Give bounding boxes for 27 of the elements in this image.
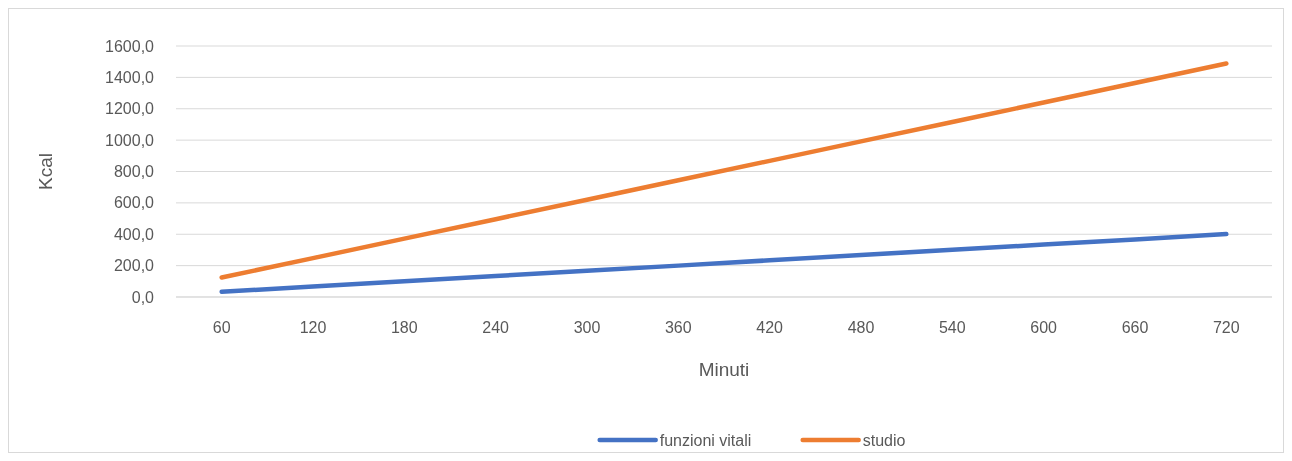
x-tick-label: 180 [390,319,418,336]
x-tick-label: 360 [664,319,692,336]
y-tick-label: 0,0 [131,288,155,306]
y-tick-label: 1400,0 [105,68,155,86]
legend-label: funzioni vitali [659,431,752,449]
x-tick-label: 240 [482,319,510,336]
y-tick-label: 1200,0 [105,100,155,118]
y-tick-label: 400,0 [113,225,155,243]
y-tick-label: 800,0 [113,163,155,181]
y-tick-label: 1000,0 [105,131,155,149]
x-tick-label: 660 [1121,319,1149,336]
x-axis-title: Minuti [698,359,750,380]
x-tick-label: 300 [573,319,601,336]
y-tick-label: 600,0 [113,194,155,212]
x-tick-label: 60 [212,319,231,336]
legend-label: studio [862,431,906,449]
line-series [219,231,1229,295]
y-axis-title: Kcal [35,153,56,190]
y-tick-label: 200,0 [113,257,155,275]
x-tick-label: 540 [938,319,966,336]
line-series [219,61,1229,280]
x-tick-label: 480 [847,319,875,336]
x-tick-label: 720 [1212,319,1240,336]
x-tick-label: 420 [756,319,784,336]
x-tick-label: 120 [299,319,327,336]
y-tick-label: 1600,0 [105,37,155,55]
x-tick-label: 600 [1030,319,1058,336]
